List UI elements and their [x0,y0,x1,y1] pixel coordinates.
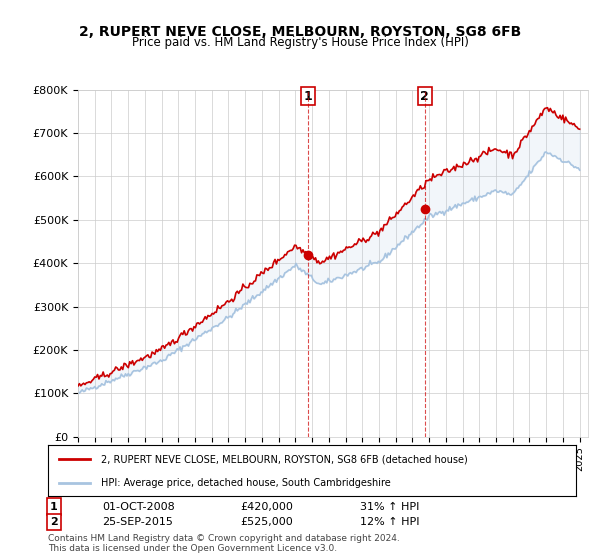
Text: Contains HM Land Registry data © Crown copyright and database right 2024.
This d: Contains HM Land Registry data © Crown c… [48,534,400,553]
Text: 2, RUPERT NEVE CLOSE, MELBOURN, ROYSTON, SG8 6FB: 2, RUPERT NEVE CLOSE, MELBOURN, ROYSTON,… [79,25,521,39]
Text: 2, RUPERT NEVE CLOSE, MELBOURN, ROYSTON, SG8 6FB (detached house): 2, RUPERT NEVE CLOSE, MELBOURN, ROYSTON,… [101,454,467,464]
Text: £420,000: £420,000 [240,502,293,512]
Text: 31% ↑ HPI: 31% ↑ HPI [360,502,419,512]
Text: 25-SEP-2015: 25-SEP-2015 [102,517,173,527]
Text: HPI: Average price, detached house, South Cambridgeshire: HPI: Average price, detached house, Sout… [101,478,391,488]
Text: 01-OCT-2008: 01-OCT-2008 [102,502,175,512]
Text: 1: 1 [304,90,312,102]
Text: 1: 1 [50,502,58,512]
Text: 12% ↑ HPI: 12% ↑ HPI [360,517,419,527]
Text: 2: 2 [50,517,58,527]
Text: 2: 2 [420,90,429,102]
Text: £525,000: £525,000 [240,517,293,527]
Text: Price paid vs. HM Land Registry's House Price Index (HPI): Price paid vs. HM Land Registry's House … [131,36,469,49]
